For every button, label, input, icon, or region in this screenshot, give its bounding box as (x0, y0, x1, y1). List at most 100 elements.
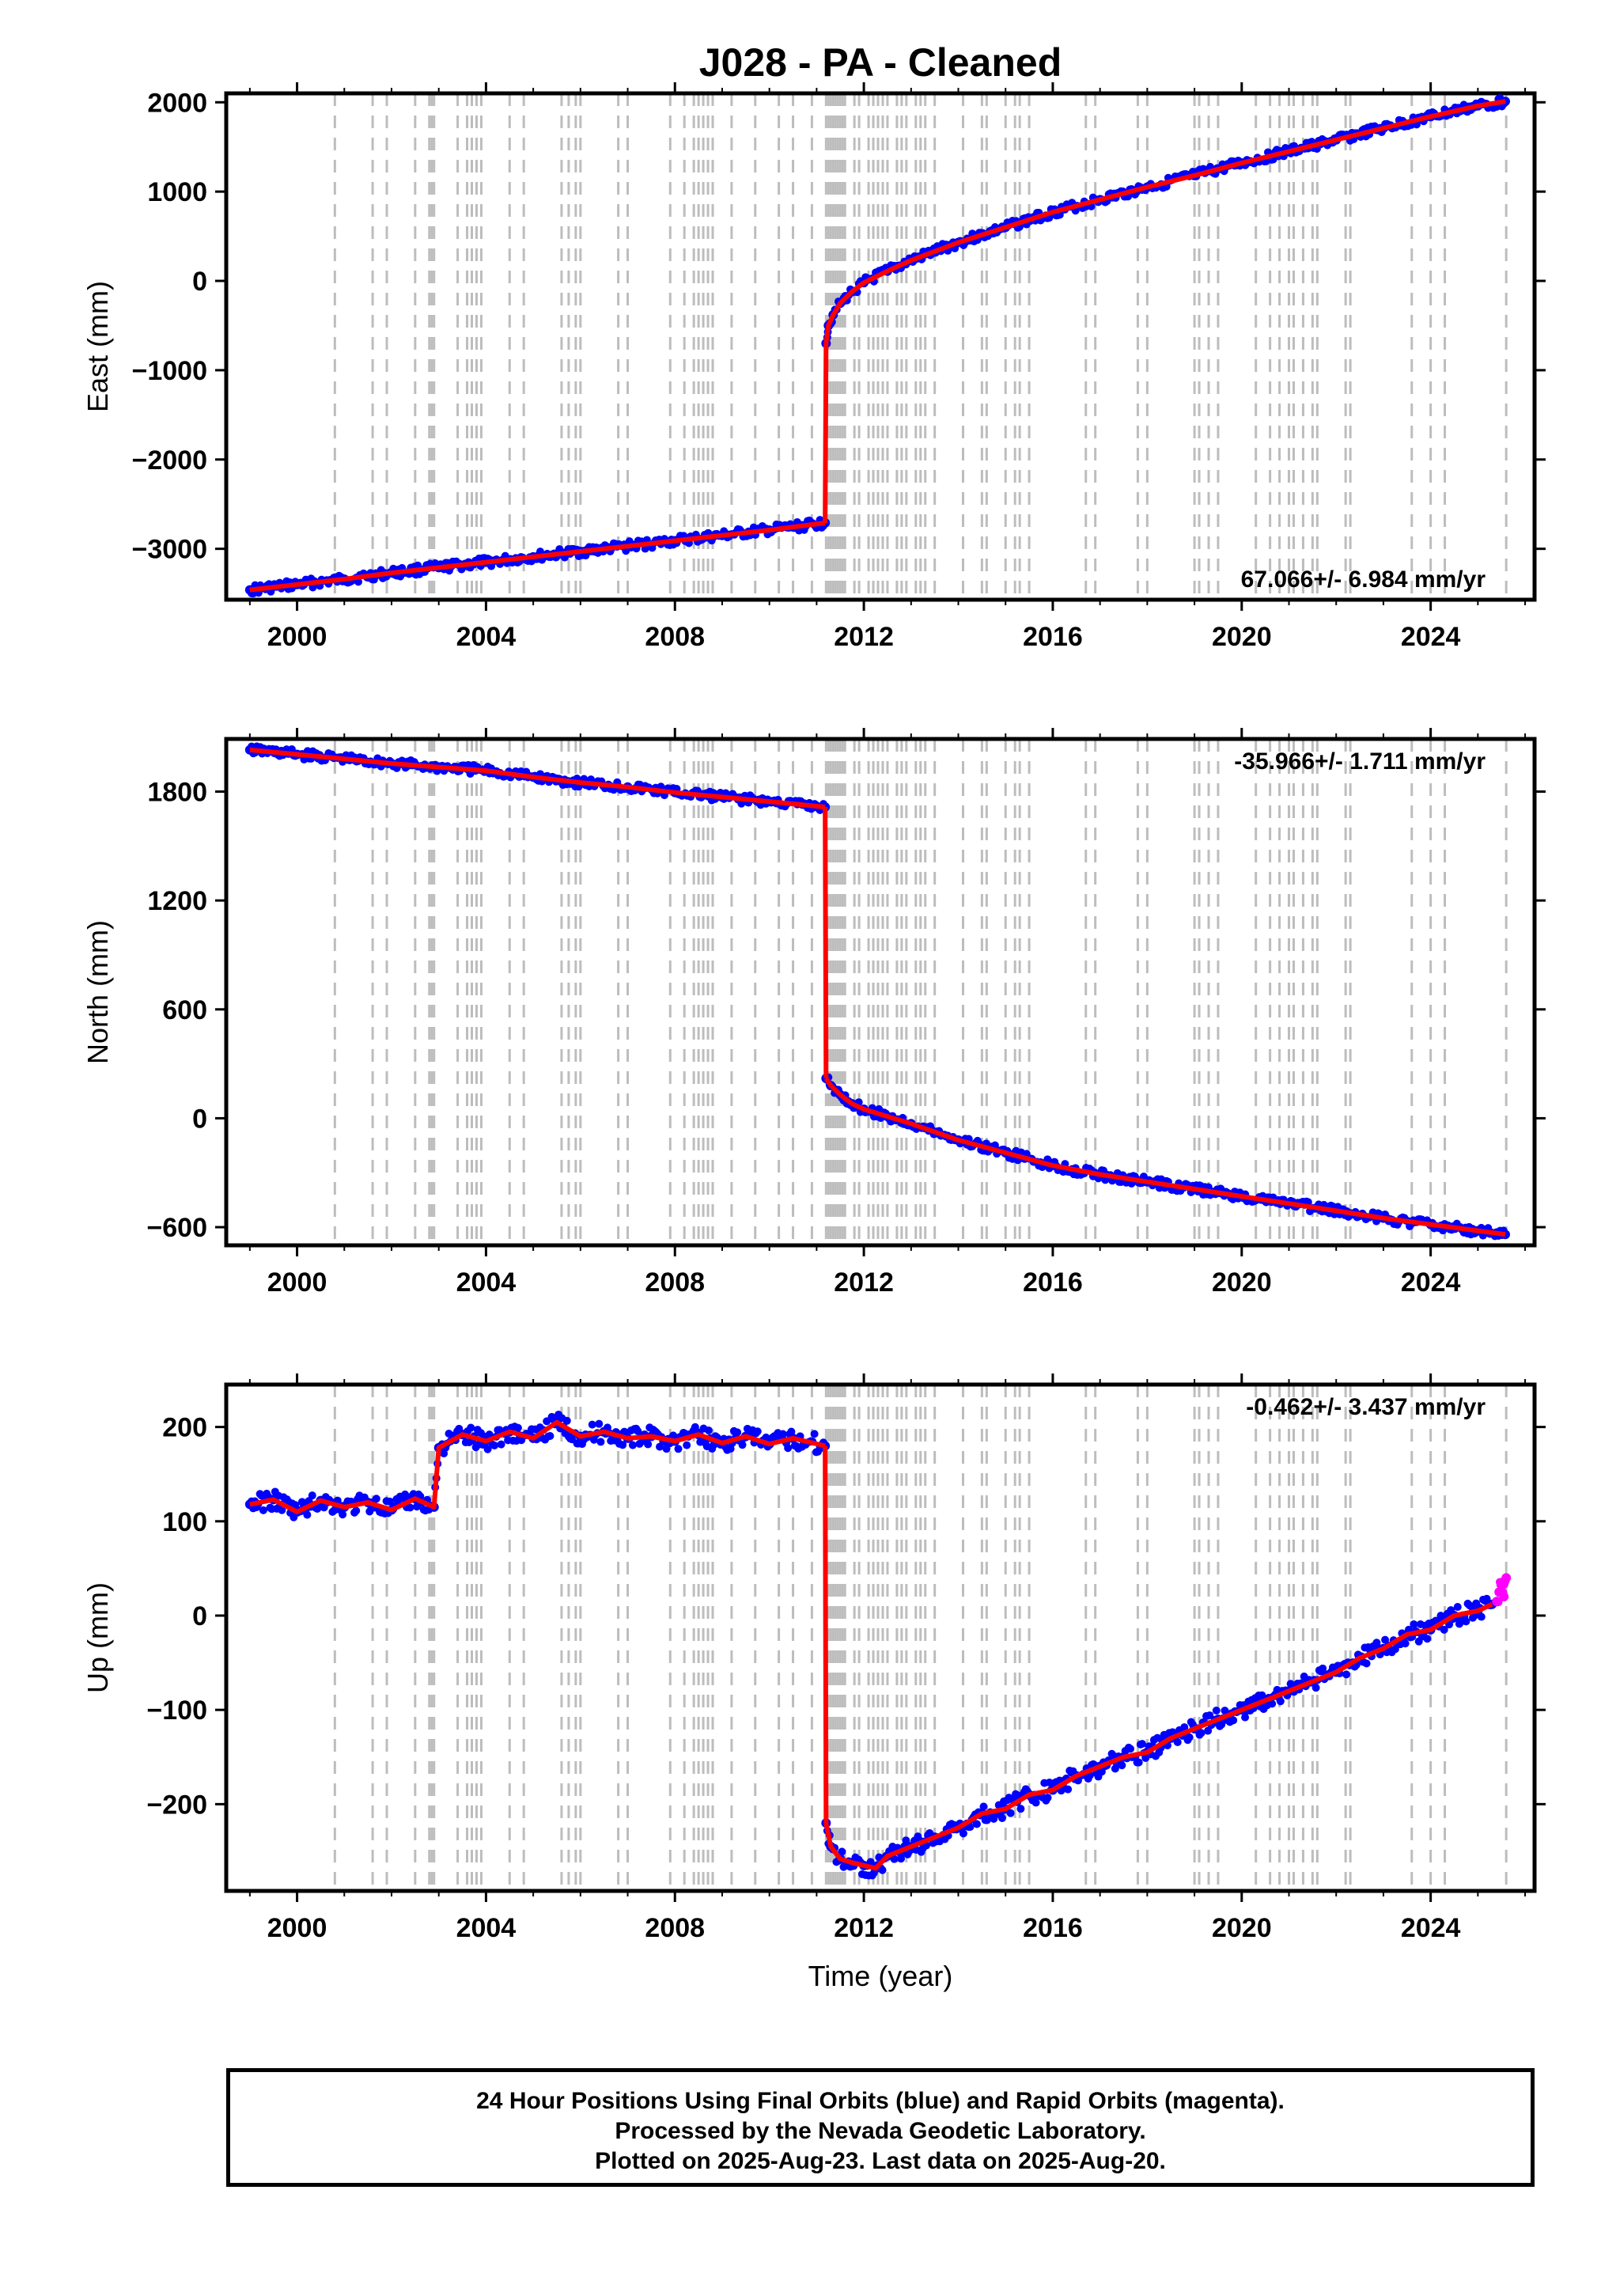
data-point (778, 1430, 787, 1438)
series-1-points (821, 1594, 1497, 1880)
data-point (997, 1813, 1006, 1822)
data-point (784, 1444, 793, 1453)
y-axis-label: East (mm) (81, 281, 114, 412)
data-point (838, 1847, 846, 1856)
caption-line-2: Processed by the Nevada Geodetic Laborat… (615, 2118, 1146, 2144)
x-tick-label: 2024 (1401, 1913, 1461, 1943)
x-tick-label: 2004 (456, 622, 517, 652)
data-point (1126, 1745, 1135, 1753)
x-tick-label: 2008 (645, 1267, 705, 1298)
model-offset (823, 807, 829, 1078)
caption-line-1: 24 Hour Positions Using Final Orbits (bl… (476, 2088, 1285, 2114)
caption-line-3: Plotted on 2025-Aug-23. Last data on 202… (595, 2148, 1166, 2174)
data-point (259, 1506, 267, 1514)
figure-title: J028 - PA - Cleaned (699, 40, 1062, 85)
data-point (1268, 1699, 1277, 1708)
data-point (1064, 1785, 1073, 1794)
data-point (595, 1419, 604, 1428)
data-point (810, 1430, 819, 1438)
x-tick-label: 2016 (1023, 1913, 1083, 1943)
data-point (738, 1441, 747, 1449)
model-line (249, 1419, 826, 1514)
data-point (1016, 1805, 1025, 1813)
data-point (1319, 1664, 1327, 1673)
data-point (1462, 1617, 1470, 1626)
data-point (1173, 1738, 1182, 1747)
x-tick-label: 2008 (645, 1913, 705, 1943)
data-point (1134, 1758, 1143, 1767)
x-tick-label: 2012 (834, 1913, 894, 1943)
data-point (1217, 1720, 1226, 1729)
data-point (596, 1438, 605, 1446)
plot-frame (224, 1382, 1537, 1893)
model-line (823, 1077, 1506, 1237)
data-point (1501, 1573, 1512, 1583)
y-tick-label: 200 (162, 1413, 207, 1443)
model-line (249, 520, 826, 593)
data-point (644, 1440, 653, 1449)
data-point (1221, 1707, 1229, 1715)
model-line (823, 1601, 1493, 1871)
data-point (1494, 1598, 1503, 1607)
y-tick-label: −1000 (132, 356, 208, 386)
series-2-points (1492, 1573, 1512, 1607)
x-tick-label: 2012 (834, 622, 894, 652)
x-tick-label: 2020 (1212, 1913, 1272, 1943)
data-point (1241, 1713, 1250, 1722)
x-tick-label: 2008 (645, 622, 705, 652)
caption-box: 24 Hour Positions Using Final Orbits (bl… (226, 2068, 1535, 2187)
data-point (683, 1441, 691, 1449)
data-point (1362, 1659, 1371, 1668)
data-point (1204, 1726, 1213, 1735)
event-lines (333, 1385, 1508, 1891)
data-point (1229, 1716, 1238, 1725)
data-point (1401, 1639, 1410, 1648)
series-1-points (821, 94, 1510, 349)
x-tick-label: 2000 (267, 1913, 327, 1943)
data-point (303, 1510, 312, 1519)
east-panel: 2000 2004 2008 2012 2016 2020 2024 −3000 −2000 −1… (81, 82, 1546, 652)
model-line (823, 99, 1506, 344)
data-point (972, 1820, 981, 1828)
y-tick-label: 0 (192, 267, 207, 297)
y-tick-label: 1800 (147, 778, 207, 808)
data-point (1410, 1620, 1418, 1628)
data-point (562, 1416, 571, 1425)
data-point (753, 1427, 762, 1436)
data-point (1440, 1625, 1448, 1634)
north-panel: 2000 2004 2008 2012 2016 2020 2024 −600 0 600 1200… (81, 728, 1546, 1298)
y-tick-label: 1000 (147, 177, 207, 207)
x-tick-label: 2012 (834, 1267, 894, 1298)
data-point (1477, 1612, 1486, 1621)
data-point (1499, 1592, 1509, 1602)
event-lines (333, 93, 1508, 600)
rate-label: -0.462+/- 3.437 mm/yr (1246, 1394, 1486, 1420)
y-tick-label: −600 (146, 1213, 207, 1243)
data-point (339, 1510, 347, 1519)
y-tick-label: 1200 (147, 886, 207, 916)
x-tick-label: 2024 (1401, 622, 1461, 652)
data-point (1342, 1670, 1351, 1679)
data-point (733, 1428, 742, 1437)
data-point (979, 1802, 988, 1811)
data-point (878, 1866, 887, 1874)
data-point (278, 1506, 286, 1514)
data-point (1137, 1740, 1146, 1749)
data-point (490, 1441, 499, 1449)
data-point (372, 1495, 380, 1503)
event-lines (333, 739, 1508, 1245)
data-point (1185, 1733, 1194, 1741)
plot-frame (224, 91, 1537, 602)
data-point (546, 1431, 554, 1440)
y-tick-label: 0 (192, 1104, 207, 1134)
data-point (628, 1441, 637, 1449)
data-point (497, 1440, 505, 1449)
data-point (959, 1829, 967, 1838)
rate-label: 67.066+/- 6.984 mm/yr (1241, 566, 1486, 593)
data-point (902, 1836, 910, 1845)
plot-area (244, 742, 1510, 1241)
y-tick-label: 100 (162, 1507, 207, 1537)
y-tick-label: −200 (146, 1790, 207, 1820)
data-point (385, 1497, 394, 1506)
x-tick-label: 2024 (1401, 1267, 1461, 1298)
